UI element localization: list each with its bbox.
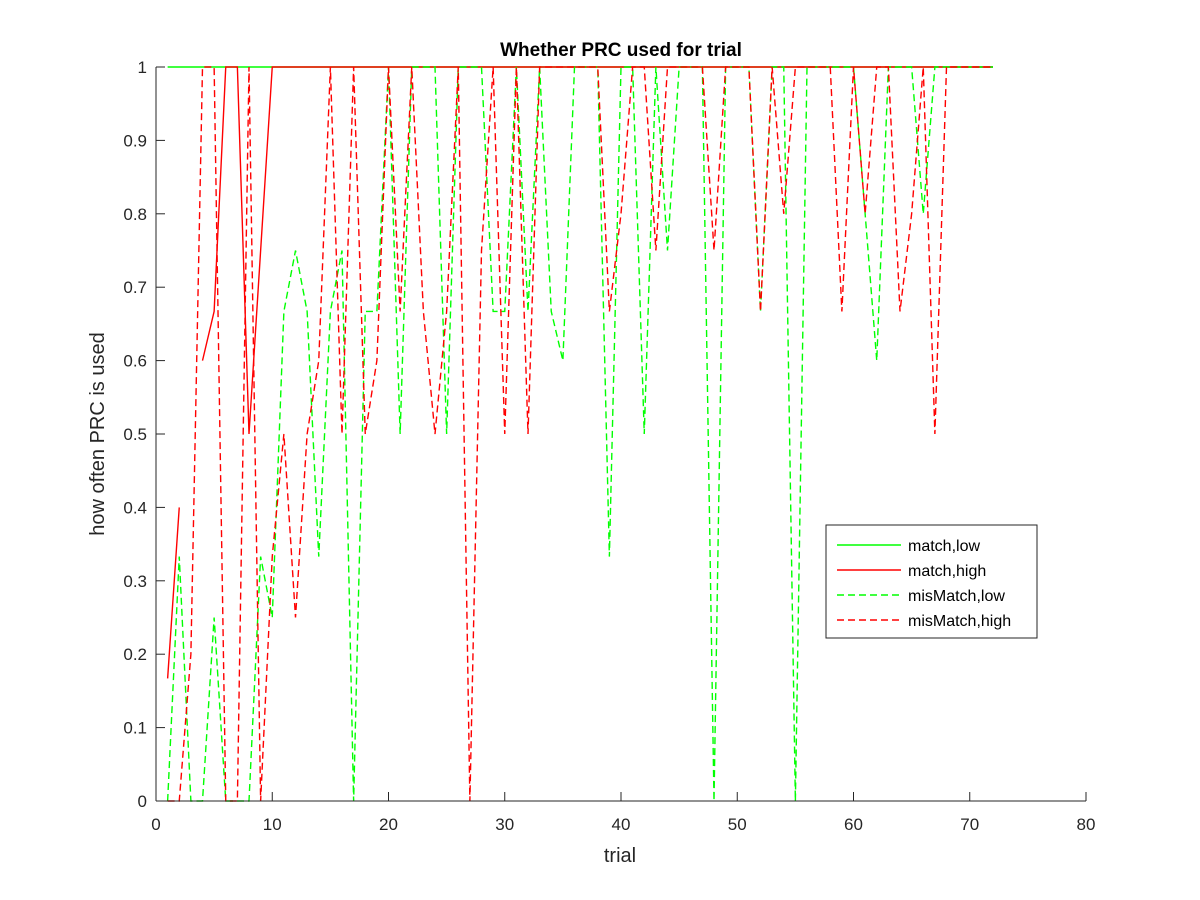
y-tick-label: 0.1 [123, 719, 147, 738]
x-tick-label: 30 [495, 815, 514, 834]
legend-label: misMatch,high [908, 613, 1011, 630]
y-tick-label: 0.7 [123, 278, 147, 297]
y-tick-label: 0 [138, 792, 147, 811]
y-tick-label: 1 [138, 58, 147, 77]
plot-area [156, 67, 1086, 801]
y-tick-label: 0.9 [123, 131, 147, 150]
x-tick-label: 0 [151, 815, 160, 834]
y-tick-label: 0.3 [123, 572, 147, 591]
series-layer [166, 66, 993, 802]
y-tick-label: 0.8 [123, 205, 147, 224]
y-tick-label: 0.4 [123, 498, 147, 517]
x-tick-label: 10 [263, 815, 282, 834]
axes-layer: 0 10 20 30 40 50 60 70 80 0 0.1 0.2 0.3 0.4 0.5 0.6 0.7 0… [123, 58, 1095, 834]
x-tick-label: 60 [844, 815, 863, 834]
y-tick-label: 0.6 [123, 352, 147, 371]
plot-background [156, 67, 1086, 801]
legend-label: misMatch,low [908, 588, 1005, 605]
legend-label: match,high [908, 563, 986, 580]
y-tick-label: 0.2 [123, 645, 147, 664]
y-axis-label: how often PRC is used [87, 332, 109, 535]
legend-label: match,low [908, 538, 980, 555]
x-tick-label: 40 [612, 815, 631, 834]
series-line-mismatch-high [167, 66, 993, 802]
x-axis-label: trial [604, 845, 636, 867]
x-tick-label: 80 [1077, 815, 1096, 834]
legend-box [825, 524, 1038, 639]
x-tick-label: 20 [379, 815, 398, 834]
y-tick-label: 0.5 [123, 425, 147, 444]
x-tick-label: 70 [960, 815, 979, 834]
legend: match,low match,high misMatch,low misMatch,… [825, 524, 1038, 639]
x-tick-label: 50 [728, 815, 747, 834]
chart-title: Whether PRC used for trial [500, 40, 742, 61]
